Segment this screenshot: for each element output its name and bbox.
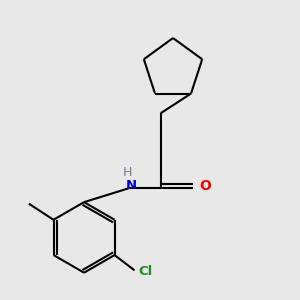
Text: H: H bbox=[122, 166, 132, 179]
Text: Cl: Cl bbox=[138, 266, 152, 278]
Text: O: O bbox=[200, 179, 212, 193]
Text: N: N bbox=[126, 179, 137, 192]
